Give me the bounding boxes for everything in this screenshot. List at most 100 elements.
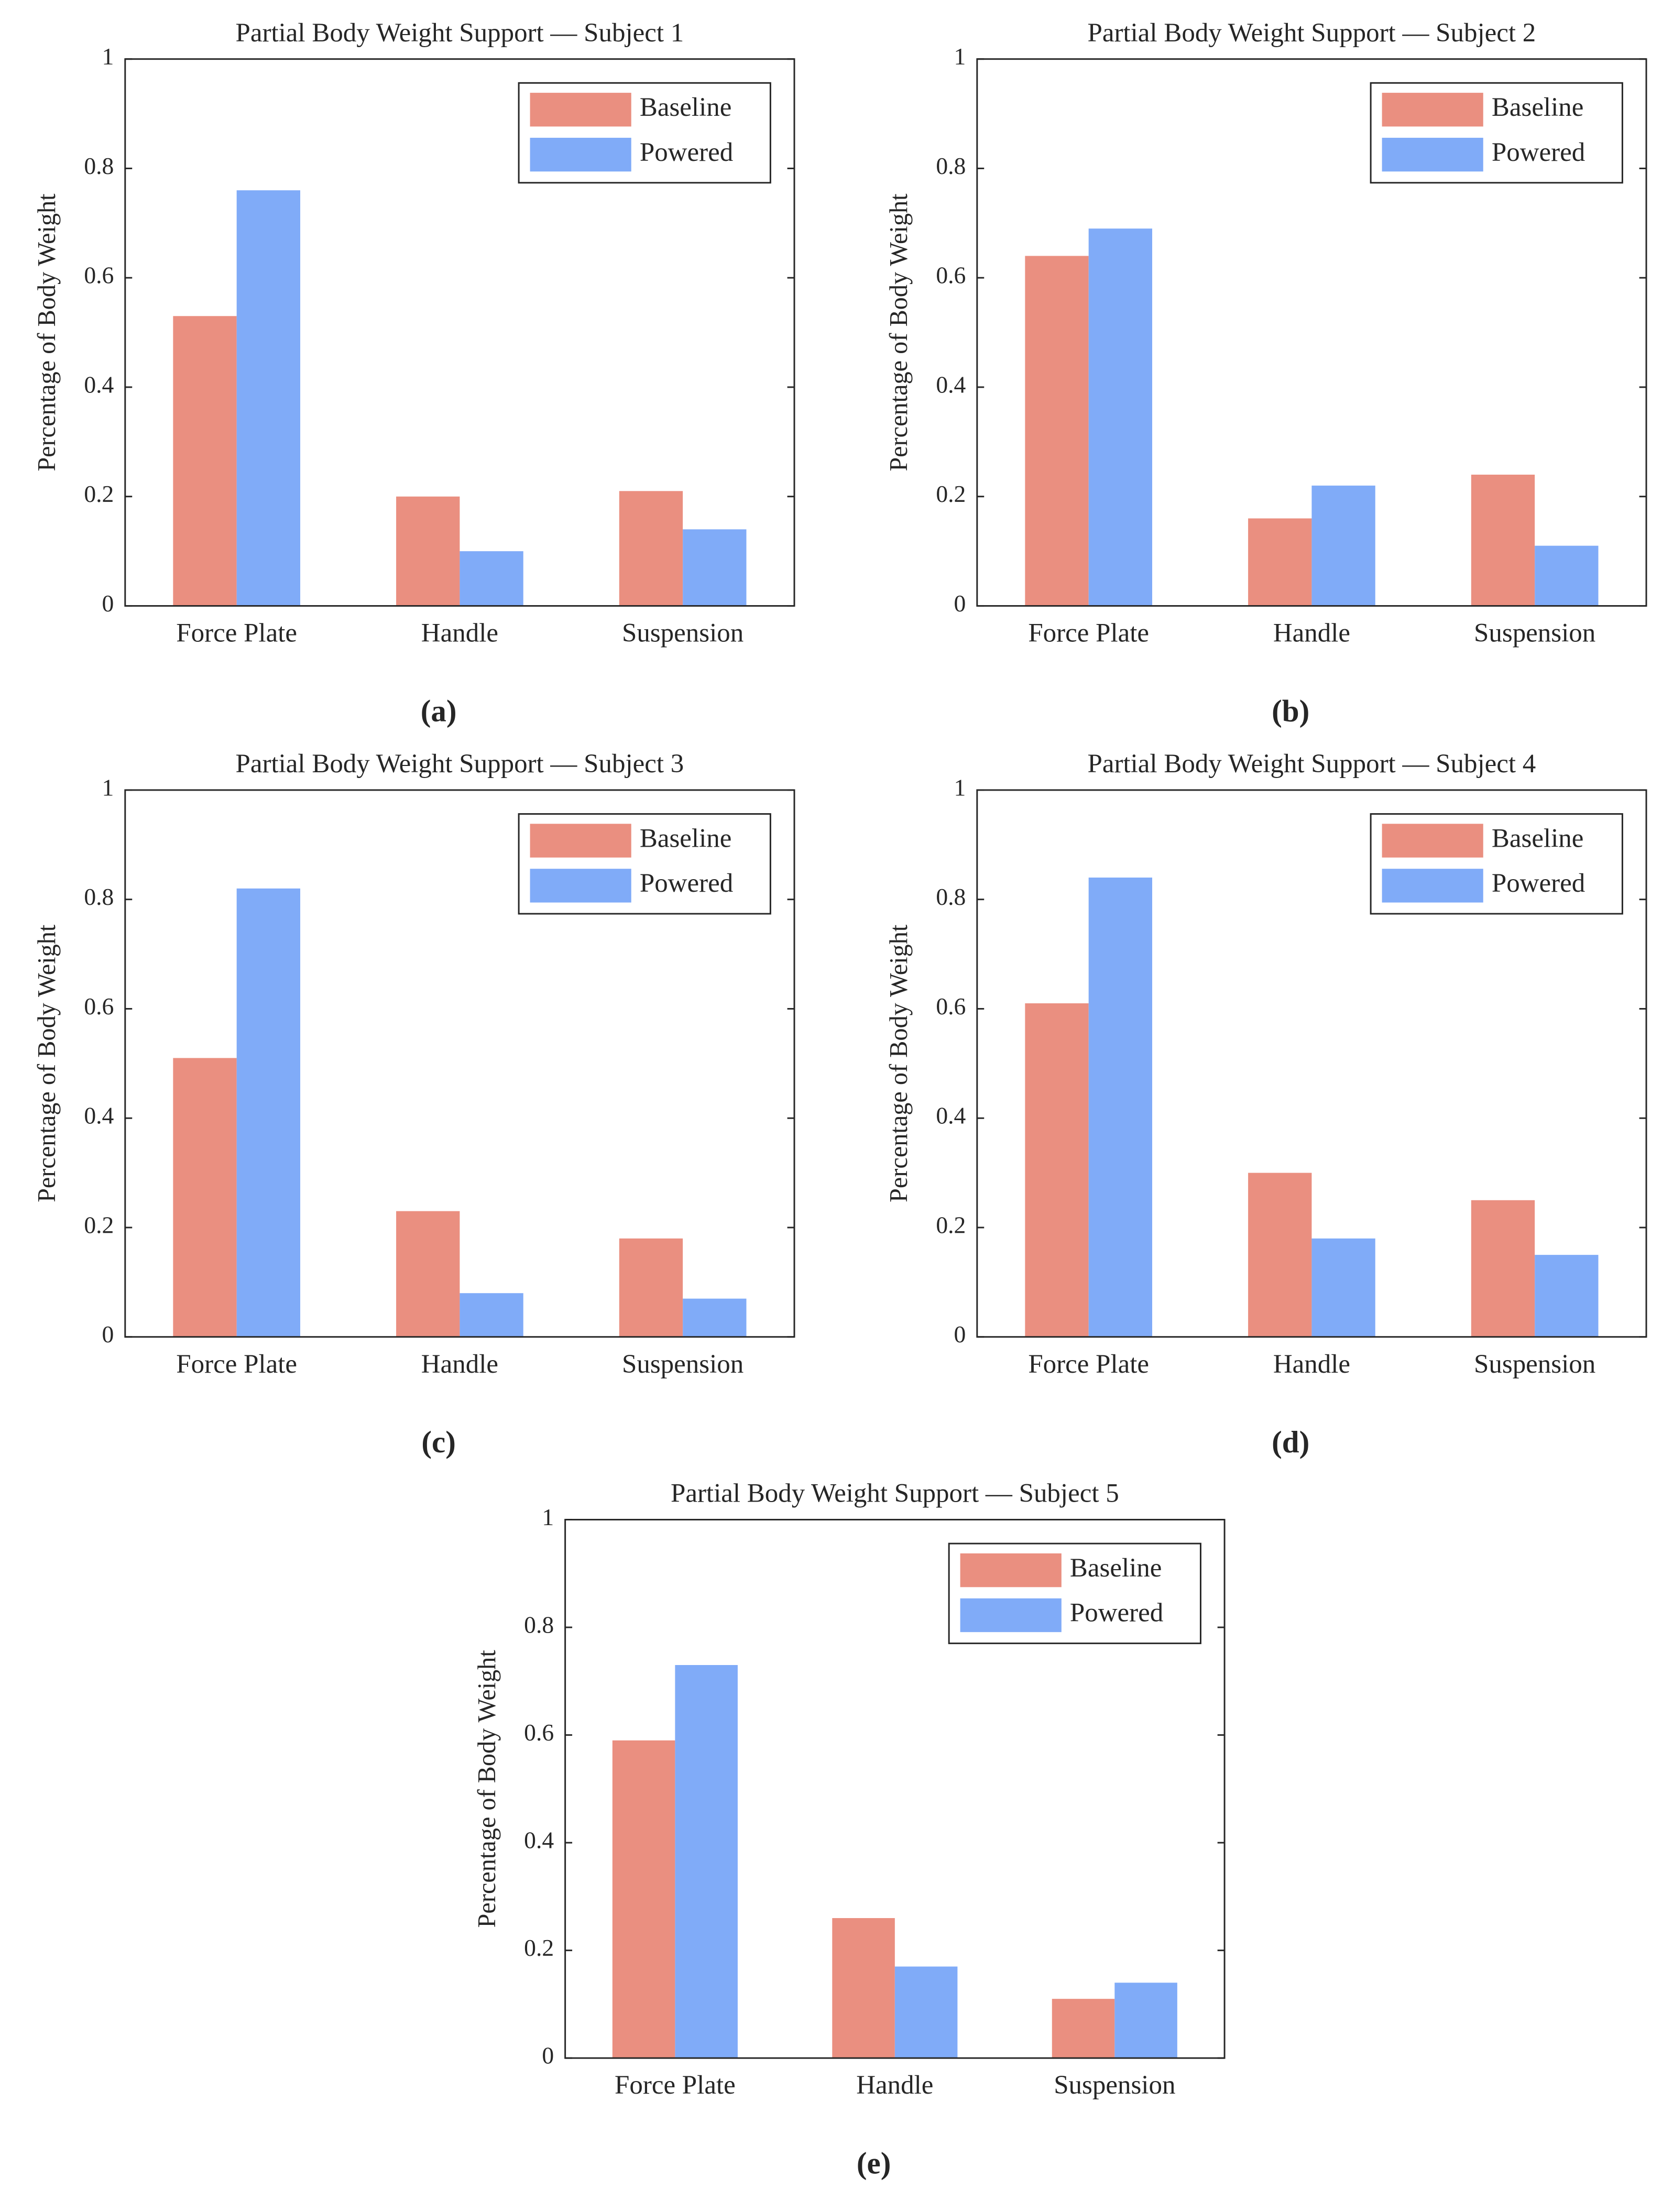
bar — [1088, 228, 1153, 606]
y-axis-label: Percentage of Body Weight — [33, 193, 61, 472]
bar — [236, 888, 301, 1337]
y-tick-label: 0.8 — [524, 1612, 554, 1638]
y-tick-label: 0.6 — [84, 993, 114, 1020]
legend-swatch — [530, 93, 631, 127]
x-tick-label: Force Plate — [1028, 1350, 1149, 1379]
bar — [683, 1298, 747, 1337]
bar — [396, 496, 460, 606]
legend-label: Baseline — [1492, 824, 1584, 853]
legend-swatch — [1382, 93, 1483, 127]
y-tick-label: 0.8 — [84, 883, 114, 910]
axes-box — [124, 58, 795, 607]
y-tick-label: 0.4 — [84, 1102, 114, 1129]
chart-title: Partial Body Weight Support — Subject 1 — [236, 18, 684, 48]
bar — [894, 1966, 958, 2058]
x-tick-label: Suspension — [622, 619, 743, 648]
bar — [1471, 474, 1535, 606]
axes-box — [564, 1519, 1226, 2059]
x-tick-label: Force Plate — [1028, 619, 1149, 648]
y-tick-label: 1 — [954, 43, 966, 70]
y-axis-label: Percentage of Body Weight — [885, 193, 913, 472]
x-tick-label: Force Plate — [176, 1350, 297, 1379]
bar — [612, 1740, 675, 2058]
panel-caption: (e) — [857, 2145, 891, 2180]
bar — [1025, 1003, 1089, 1337]
axes-box — [124, 789, 795, 1338]
legend-swatch — [530, 137, 631, 172]
legend-label: Powered — [640, 869, 733, 898]
bar — [683, 529, 747, 606]
y-tick-label: 0 — [954, 1321, 966, 1348]
bar — [396, 1211, 460, 1337]
y-tick-label: 0 — [954, 590, 966, 617]
bar — [1248, 518, 1312, 606]
y-tick-label: 1 — [954, 774, 966, 801]
y-tick-label: 0.8 — [84, 152, 114, 179]
bar — [1025, 256, 1089, 606]
legend-label: Baseline — [640, 93, 732, 122]
legend-swatch — [1382, 137, 1483, 172]
bar — [173, 1058, 237, 1337]
x-tick-label: Handle — [1273, 619, 1350, 648]
legend-label: Baseline — [640, 824, 732, 853]
y-tick-label: 0.6 — [936, 262, 966, 289]
legend-swatch — [960, 1553, 1062, 1587]
x-tick-label: Suspension — [1474, 619, 1595, 648]
panel-caption: (d) — [1272, 1425, 1309, 1459]
bar — [1114, 1983, 1177, 2058]
y-tick-label: 1 — [542, 1504, 554, 1530]
bar — [1471, 1200, 1535, 1337]
y-axis-label: Percentage of Body Weight — [33, 924, 61, 1202]
y-tick-label: 0.4 — [524, 1827, 554, 1854]
y-tick-label: 0.4 — [84, 371, 114, 398]
bar — [1088, 877, 1153, 1337]
bar — [1535, 1255, 1599, 1337]
chart-title: Partial Body Weight Support — Subject 2 — [1088, 18, 1536, 48]
x-tick-label: Force Plate — [615, 2071, 736, 2100]
x-tick-label: Force Plate — [176, 619, 297, 648]
bar — [236, 190, 301, 606]
y-tick-label: 0.2 — [936, 480, 966, 507]
legend-label: Powered — [1492, 869, 1585, 898]
legend-swatch — [960, 1598, 1062, 1633]
legend-label: Powered — [1492, 138, 1585, 167]
bar — [460, 551, 523, 606]
chart-title: Partial Body Weight Support — Subject 3 — [236, 749, 684, 779]
bar — [619, 1238, 683, 1337]
y-tick-label: 0.4 — [936, 371, 966, 398]
legend-label: Powered — [640, 138, 733, 167]
legend-swatch — [530, 869, 631, 903]
axes-box — [976, 58, 1647, 607]
bar — [1311, 1238, 1375, 1337]
y-tick-label: 1 — [102, 774, 114, 801]
bar — [832, 1918, 895, 2058]
y-tick-label: 0.8 — [936, 883, 966, 910]
legend-label: Baseline — [1492, 93, 1584, 122]
x-tick-label: Suspension — [1474, 1350, 1595, 1379]
bar — [173, 316, 237, 606]
y-tick-label: 0.2 — [84, 480, 114, 507]
y-tick-label: 0.6 — [936, 993, 966, 1020]
y-tick-label: 1 — [102, 43, 114, 70]
bar — [1311, 485, 1375, 606]
panel-caption: (a) — [421, 694, 457, 728]
legend-label: Powered — [1070, 1598, 1163, 1628]
y-tick-label: 0.2 — [84, 1211, 114, 1238]
chart-title: Partial Body Weight Support — Subject 4 — [1088, 749, 1536, 779]
y-tick-label: 0.2 — [936, 1211, 966, 1238]
y-tick-label: 0.6 — [524, 1719, 554, 1746]
legend-label: Baseline — [1070, 1553, 1162, 1583]
y-tick-label: 0 — [102, 1321, 114, 1348]
x-tick-label: Handle — [1273, 1350, 1350, 1379]
bar — [675, 1665, 738, 2058]
legend-swatch — [530, 824, 631, 858]
x-tick-label: Suspension — [622, 1350, 743, 1379]
bar — [1052, 1999, 1115, 2058]
x-tick-label: Handle — [856, 2071, 933, 2100]
y-tick-label: 0 — [102, 590, 114, 617]
y-axis-label: Percentage of Body Weight — [473, 1650, 501, 1928]
y-tick-label: 0 — [542, 2042, 554, 2069]
panel-caption: (b) — [1272, 694, 1309, 728]
